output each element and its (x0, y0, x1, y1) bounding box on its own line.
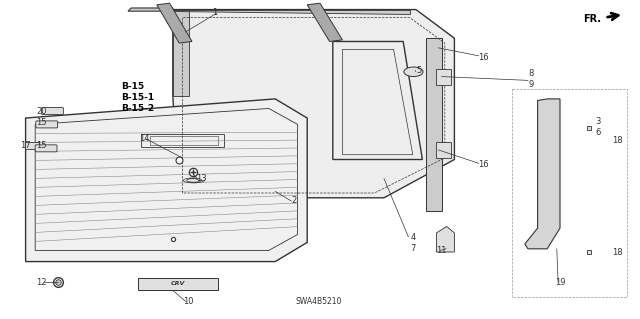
Text: 2: 2 (292, 197, 297, 205)
Text: FR.: FR. (584, 13, 602, 24)
Polygon shape (333, 41, 422, 160)
Text: SWA4B5210: SWA4B5210 (296, 297, 342, 306)
FancyBboxPatch shape (36, 121, 58, 128)
Text: 18: 18 (612, 248, 623, 256)
Text: CRV: CRV (171, 281, 185, 286)
Text: 19: 19 (555, 278, 565, 287)
Text: 15: 15 (36, 118, 47, 127)
Polygon shape (128, 8, 173, 11)
Text: 5: 5 (417, 66, 422, 75)
FancyBboxPatch shape (35, 145, 57, 152)
Text: B-15-1: B-15-1 (122, 93, 155, 102)
Text: 4: 4 (410, 233, 415, 242)
Bar (25, 142, 39, 149)
Text: 17: 17 (20, 141, 31, 150)
Text: 6: 6 (596, 128, 601, 137)
Polygon shape (173, 10, 410, 14)
Text: 14: 14 (139, 134, 149, 143)
Text: 16: 16 (478, 53, 488, 62)
Polygon shape (173, 10, 454, 198)
Polygon shape (307, 3, 342, 41)
Text: 9: 9 (529, 80, 534, 89)
Text: 3: 3 (596, 117, 601, 126)
Text: 18: 18 (612, 136, 623, 145)
Polygon shape (436, 226, 454, 252)
Text: 12: 12 (36, 278, 47, 287)
Text: 13: 13 (196, 174, 207, 183)
Text: 1: 1 (212, 8, 217, 17)
Polygon shape (426, 38, 442, 211)
Text: 20: 20 (36, 107, 47, 116)
Text: 8: 8 (529, 69, 534, 78)
Circle shape (404, 67, 423, 77)
Text: 7: 7 (410, 244, 415, 253)
Text: 10: 10 (184, 297, 194, 306)
Text: B-15-2: B-15-2 (122, 104, 155, 113)
Polygon shape (157, 3, 192, 43)
Text: 15: 15 (36, 141, 47, 150)
FancyBboxPatch shape (42, 108, 63, 115)
Polygon shape (26, 99, 307, 262)
Polygon shape (138, 278, 218, 290)
Polygon shape (436, 69, 451, 85)
Polygon shape (436, 142, 451, 158)
Text: 16: 16 (478, 160, 488, 169)
Text: 11: 11 (436, 246, 447, 255)
Text: B-15: B-15 (122, 82, 145, 91)
PathPatch shape (525, 99, 560, 249)
Polygon shape (173, 10, 189, 96)
